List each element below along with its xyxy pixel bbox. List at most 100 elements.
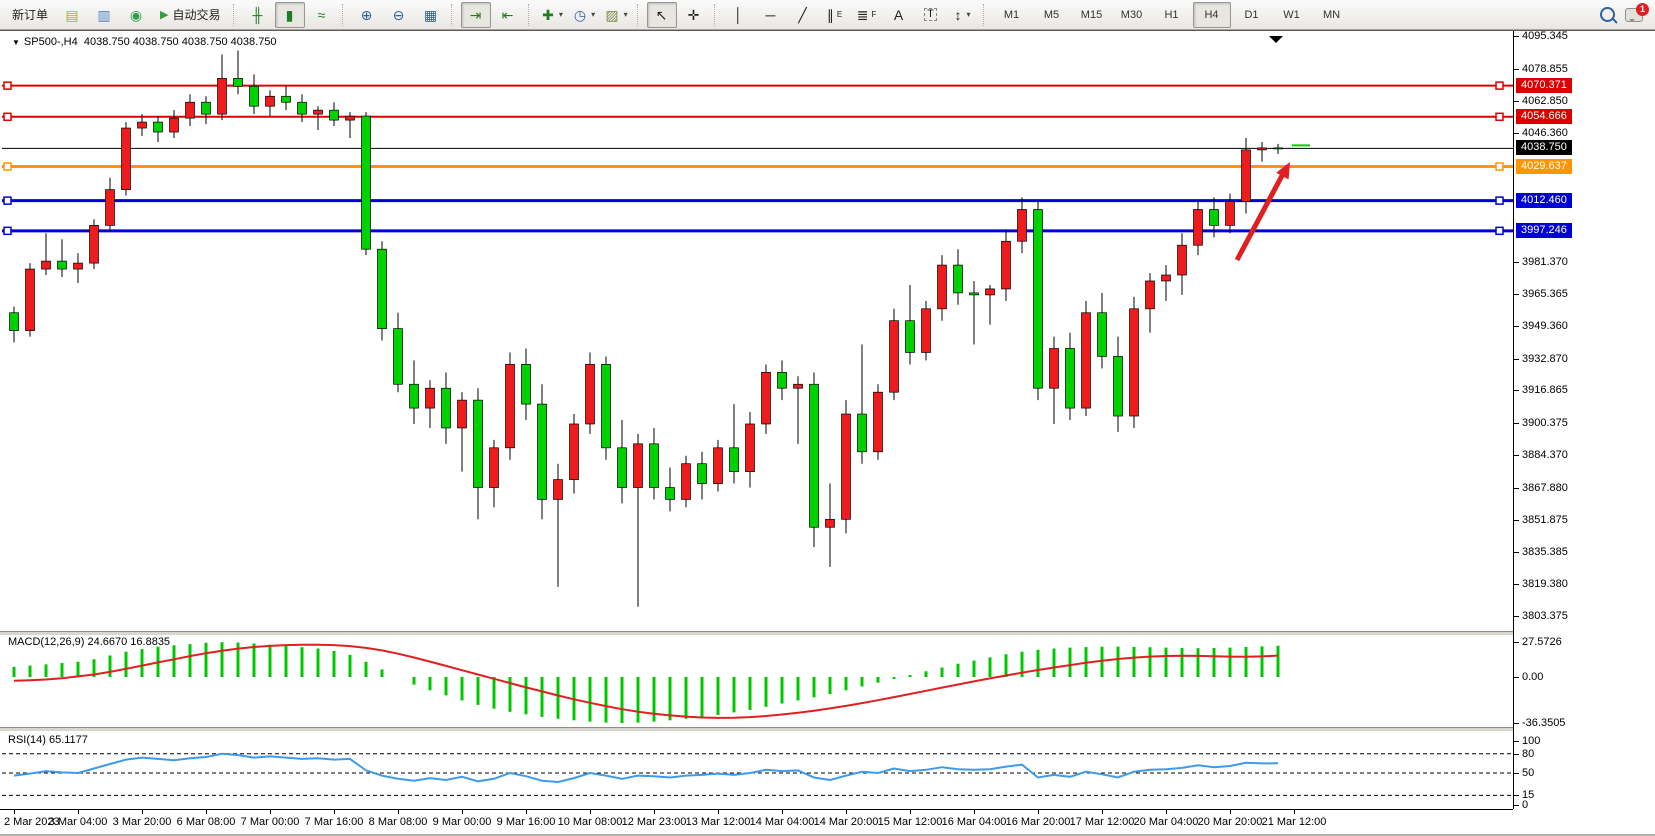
timeframe-d1[interactable]: D1 [1244,8,1259,21]
line-handle[interactable] [3,196,12,205]
line-handle[interactable] [3,162,12,171]
chat-icon[interactable]: 1 [1625,2,1649,22]
auto-trading-button[interactable]: ▶ 自动交易 [153,2,227,28]
text-label-button[interactable]: T [916,2,946,28]
time-label: 9 Mar 16:00 [496,816,556,828]
text-button[interactable]: A [884,2,914,28]
candle-body-bull [937,264,947,310]
rsi-panel-divider[interactable] [0,727,1513,732]
line-handle[interactable] [3,81,12,90]
candle-body-bull [1177,244,1187,276]
price-tick-label: 3949.360 [1522,319,1568,332]
auto-scroll-button[interactable]: ⇥ [460,1,491,28]
time-tick-mark [1166,810,1167,814]
time-tick-mark [206,810,207,814]
timeframe-m1[interactable]: M1 [1003,8,1020,21]
community-button[interactable]: ▥ [89,2,119,28]
timeframe-m30[interactable]: M30 [1120,8,1143,21]
fibonacci-icon: ≣ [856,6,869,23]
arrow-shaft[interactable] [1234,168,1288,262]
time-label: 2 Mar 2023 [4,816,60,828]
candle-body-bull [1081,312,1091,409]
vertical-line-button[interactable]: │ [724,2,754,28]
candle-body-bull [105,189,115,226]
timeframe-h4[interactable]: H4 [1192,1,1231,28]
timeframe-m15[interactable]: M15 [1080,8,1103,21]
search-icon[interactable] [1600,7,1615,22]
tile-windows-button[interactable]: ▦ [416,2,446,28]
rsi-panel[interactable] [2,731,1513,809]
scroll-end-marker-icon[interactable] [1269,36,1283,43]
chart-dropdown-icon[interactable]: ▼ [12,38,20,47]
crosshair-button[interactable]: ✛ [679,2,709,28]
axis-tick-mark [1514,390,1519,392]
rsi-label: RSI(14) 65.1177 [8,734,88,746]
indicators-button[interactable]: ✚ ▾ [538,2,568,28]
line-handle[interactable] [1495,112,1504,122]
price-tick-label: 3981.370 [1522,256,1568,269]
history-center-button[interactable]: ▤ [57,2,87,28]
axis-tick-mark [1514,36,1519,37]
arrows-button[interactable]: ↕ ▾ [948,2,978,28]
rsi-tick-label: 0 [1522,799,1529,811]
candle-body-bear [649,443,659,488]
arrow-annotation[interactable] [1234,162,1290,262]
cursor-button[interactable]: ↖ [646,1,677,28]
templates-icon: ▨ [605,6,619,23]
line-handle[interactable] [1495,162,1504,171]
time-label: 7 Mar 00:00 [240,816,300,828]
time-label: 8 Mar 08:00 [368,816,428,828]
equidistant-channel-button[interactable]: ∥ E [820,2,850,28]
price-chart[interactable] [2,33,1513,631]
candle-body-bull [1049,348,1059,389]
line-handle[interactable] [3,112,12,122]
candle-body-bull [89,225,99,264]
rsi-tick-label: 80 [1522,747,1535,760]
timeframe-w1[interactable]: W1 [1283,8,1300,21]
price-axis[interactable]: 4095.345 4078.855 4062.850 4046.360 3981.370… [1513,30,1655,811]
zoom-out-icon: ⊖ [392,6,405,23]
macd-panel[interactable] [2,635,1513,727]
periods-icon: ◷ [573,6,587,23]
macd-panel-divider[interactable] [0,631,1513,636]
arrow-head-icon[interactable] [1276,162,1290,180]
fibonacci-button[interactable]: ≣ F [852,2,882,28]
timeframe-h1[interactable]: H1 [1164,8,1179,21]
time-tick-mark [590,810,591,814]
templates-button[interactable]: ▨ ▾ [602,2,632,28]
bar-chart-button[interactable]: ╫ [243,2,273,28]
time-tick-mark [142,810,143,814]
zoom-out-button[interactable]: ⊖ [384,2,414,28]
time-tick-mark [526,810,527,814]
time-tick-mark [14,810,15,814]
candlestick-chart-button[interactable]: ▮ [274,1,305,28]
line-handle[interactable] [3,226,12,236]
line-handle[interactable] [1495,196,1504,205]
time-tick-mark [398,810,399,814]
time-label: 3 Mar 20:00 [112,816,172,828]
line-handle[interactable] [1495,226,1504,236]
symbol-timeframe-label: SP500-,H4 [23,36,78,48]
chart-shift-button[interactable]: ⇤ [493,2,523,28]
candle-body-bull [825,518,835,528]
candle-body-bull [985,288,995,296]
new-order-button[interactable]: 新订单 [12,8,49,22]
line-chart-button[interactable]: ≈ [307,2,337,28]
time-axis[interactable]: 2 Mar 2023 3 Mar 04:00 3 Mar 20:00 6 Mar 08… [0,809,1513,834]
candle-body-bull [1241,149,1251,202]
candles [9,50,1283,607]
candle-body-bull [921,308,931,353]
timeframe-mn[interactable]: MN [1322,8,1341,21]
line-handle[interactable] [1495,81,1504,90]
zoom-in-button[interactable]: ⊕ [352,2,382,28]
signals-button[interactable]: ◉ [121,2,151,28]
periods-button[interactable]: ◷ ▾ [570,2,600,28]
toolbar-separator [232,3,238,26]
timeframe-m5[interactable]: M5 [1043,8,1060,21]
time-label: 21 Mar 12:00 [1261,816,1327,828]
candle-body-bear [905,320,915,353]
horizontal-line-button[interactable]: ─ [756,2,786,28]
trendline-button[interactable]: ╱ [788,2,818,28]
chart-shift-icon: ⇤ [501,6,514,23]
candle-body-bear [201,101,211,115]
